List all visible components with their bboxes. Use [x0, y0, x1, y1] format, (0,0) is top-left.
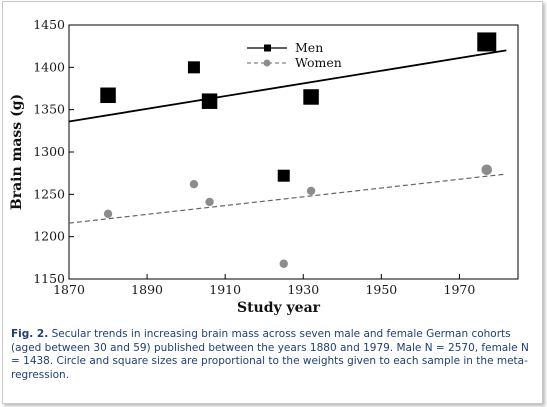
- men-data-point: [201, 93, 218, 109]
- x-axis-title: Study year: [237, 300, 321, 316]
- women-data-point: [279, 259, 288, 268]
- men-data-point: [187, 61, 200, 74]
- x-tick-label: 1890: [131, 282, 163, 297]
- x-tick-label: 1870: [53, 282, 85, 297]
- y-tick-label: 1150: [33, 271, 65, 286]
- men-trend-line: [68, 49, 507, 123]
- men-data-point: [100, 87, 116, 104]
- women-data-point: [481, 164, 493, 176]
- y-tick-label: 1300: [33, 144, 65, 159]
- men-data-point: [303, 89, 319, 105]
- legend-label: Women: [295, 55, 342, 70]
- figure-frame: 1870 1890 1910 1930 1950 1970 1150 1200 1250 1300…: [2, 1, 543, 404]
- scatter-chart: 1870 1890 1910 1930 1950 1970 1150 1200 1250 1300…: [9, 17, 519, 316]
- men-data-point: [277, 169, 290, 182]
- legend-label: Men: [295, 40, 323, 55]
- y-axis-title: Brain mass (g): [9, 94, 25, 210]
- x-tick-label: 1910: [209, 282, 241, 297]
- women-data-point: [306, 186, 316, 196]
- x-tick-label: 1930: [287, 282, 319, 297]
- legend-men-marker: [264, 44, 271, 52]
- y-tick-label: 1250: [33, 186, 65, 201]
- caption-text: Secular trends in increasing brain mass …: [11, 328, 529, 381]
- men-data-point: [477, 32, 497, 52]
- y-tick-label: 1400: [33, 59, 65, 74]
- women-data-point: [103, 209, 113, 219]
- y-tick-label: 1200: [33, 229, 65, 244]
- caption-label: Fig. 2.: [11, 328, 49, 340]
- women-data-point: [189, 179, 199, 189]
- legend-women-marker: [263, 59, 271, 67]
- women-trend-line: [68, 173, 507, 224]
- figure-caption: Fig. 2. Secular trends in increasing bra…: [11, 328, 539, 382]
- plot-area-frame: [68, 24, 519, 280]
- y-tick-label: 1450: [33, 17, 65, 32]
- y-tick-label: 1350: [33, 102, 65, 117]
- x-tick-label: 1970: [444, 282, 476, 297]
- x-tick-label: 1950: [365, 282, 397, 297]
- women-data-point: [205, 197, 214, 207]
